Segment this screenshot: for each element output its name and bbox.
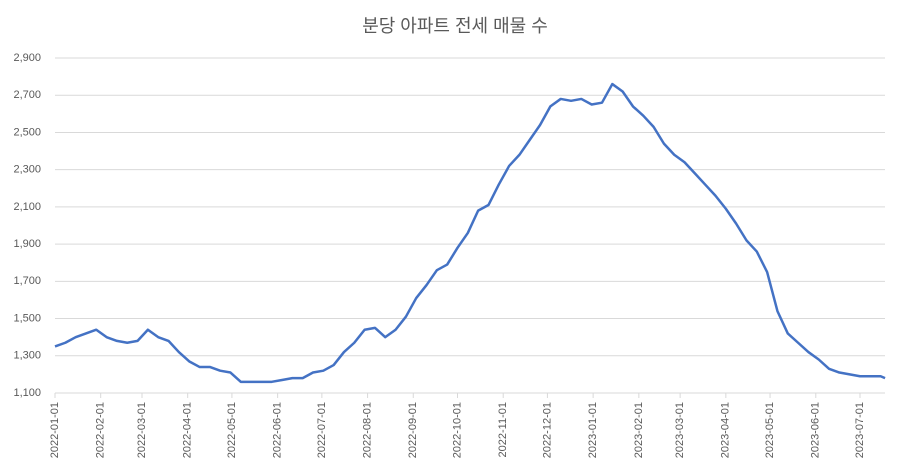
y-tick-label: 2,700 [13, 89, 41, 101]
x-tick-label: 2022-03-01 [136, 402, 148, 458]
x-tick-label: 2022-05-01 [226, 402, 238, 458]
x-tick-label: 2022-07-01 [316, 402, 328, 458]
y-tick-label: 1,100 [13, 387, 41, 399]
x-tick-label: 2022-02-01 [95, 402, 107, 458]
y-tick-label: 2,100 [13, 201, 41, 213]
x-tick-label: 2022-08-01 [361, 402, 373, 458]
x-tick-label: 2023-01-01 [587, 402, 599, 458]
chart-title: 분당 아파트 전세 매물 수 [362, 16, 548, 36]
x-tick-label: 2023-06-01 [810, 402, 822, 458]
x-tick-label: 2022-04-01 [182, 402, 194, 458]
x-tick-label: 2022-11-01 [497, 402, 509, 457]
x-tick-label: 2023-03-01 [674, 402, 686, 458]
y-tick-label: 1,900 [13, 238, 41, 250]
x-tick-label: 2023-05-01 [764, 402, 776, 458]
x-tick-label: 2023-02-01 [633, 402, 645, 458]
y-tick-label: 1,700 [13, 275, 41, 287]
x-tick-label: 2023-04-01 [720, 402, 732, 458]
y-tick-label: 2,300 [13, 164, 41, 176]
x-tick-label: 2022-09-01 [407, 402, 419, 458]
y-tick-label: 2,500 [13, 126, 41, 138]
x-tick-label: 2023-07-01 [854, 402, 866, 458]
series-line [54, 82, 886, 384]
x-tick-label: 2022-06-01 [272, 402, 284, 458]
y-tick-label: 1,500 [13, 312, 41, 324]
x-tick-label: 2022-12-01 [541, 402, 553, 458]
y-tick-label: 2,900 [13, 52, 41, 64]
x-tick-label: 2022-10-01 [451, 402, 463, 458]
y-tick-label: 1,300 [13, 350, 41, 362]
x-tick-label: 2022-01-01 [49, 402, 61, 458]
